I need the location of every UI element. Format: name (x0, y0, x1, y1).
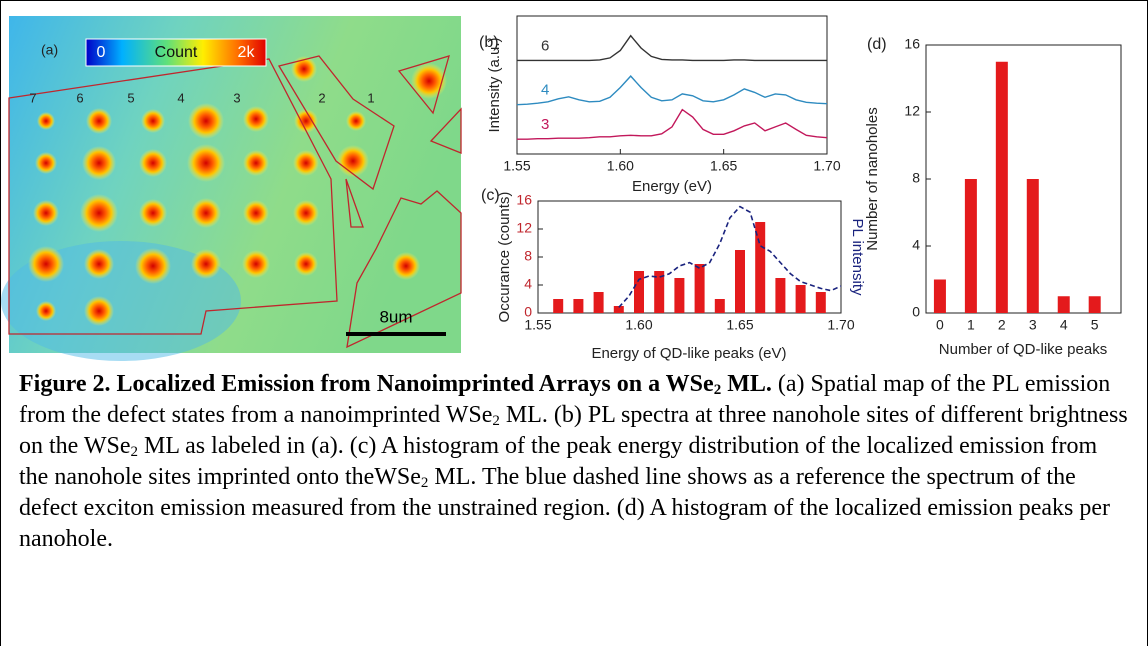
bar (573, 299, 583, 313)
x-tick-label: 1.65 (726, 317, 753, 333)
x-tick-label: 4 (1060, 317, 1068, 333)
colorbar-title: Count (155, 44, 198, 61)
bar (1027, 179, 1039, 313)
site-label: 1 (367, 90, 374, 105)
bar (1058, 296, 1070, 313)
y-tick-label: 12 (904, 103, 920, 119)
bar (1089, 296, 1101, 313)
site-label: 5 (127, 90, 134, 105)
x-tick-label: 1 (967, 317, 975, 333)
bar (594, 292, 604, 313)
y-tick-label: 8 (912, 170, 920, 186)
scale-bar-label: 8um (379, 307, 412, 326)
bar (965, 179, 977, 313)
caption: Figure 2. Localized Emission from Nanoim… (19, 369, 1131, 555)
caption-text: 2 (492, 413, 500, 429)
site-label: 4 (177, 90, 184, 105)
site-label: 3 (233, 90, 240, 105)
y-tick-label: 0 (524, 304, 532, 320)
y-tick-label: 16 (904, 36, 920, 52)
x-axis-label: Number of QD-like peaks (939, 341, 1107, 358)
plot-frame (517, 16, 827, 154)
y-tick-label: 8 (524, 248, 532, 264)
y-tick-label: 4 (524, 276, 532, 292)
y-axis-label: Occurance (counts) (496, 192, 513, 323)
figure-page: (a)0Count2k76543218um(b)Energy (eV)Inten… (0, 0, 1148, 646)
bar (674, 278, 684, 313)
colorbar-min: 0 (97, 44, 106, 61)
y-axis-label: Intensity (a.u.) (486, 37, 503, 132)
y-axis-label: Number of nanoholes (864, 107, 881, 250)
y-tick-label: 16 (516, 192, 532, 208)
y-tick-label: 12 (516, 220, 532, 236)
x-tick-label: 1.70 (813, 158, 840, 174)
x-axis-label: Energy (eV) (632, 178, 712, 195)
caption-text: Figure 2. Localized Emission from Nanoim… (19, 371, 714, 397)
plot-frame (926, 45, 1121, 313)
site-label: 7 (29, 90, 36, 105)
bar (796, 285, 806, 313)
y-tick-label: 0 (912, 304, 920, 320)
series-label: 4 (541, 82, 549, 99)
x-tick-label: 5 (1091, 317, 1099, 333)
bar (715, 299, 725, 313)
y-tick-label: 4 (912, 237, 920, 253)
bar (775, 278, 785, 313)
x-tick-label: 0 (936, 317, 944, 333)
series-label: 6 (541, 37, 549, 54)
x-tick-label: 1.60 (607, 158, 634, 174)
x-tick-label: 1.60 (625, 317, 652, 333)
x-tick-label: 1.70 (827, 317, 854, 333)
panel-label: (d) (867, 36, 887, 53)
caption-text: 2 (131, 444, 139, 460)
x-tick-label: 3 (1029, 317, 1037, 333)
bar (553, 299, 563, 313)
x-axis-label: Energy of QD-like peaks (eV) (591, 345, 786, 362)
x-tick-label: 1.65 (710, 158, 737, 174)
bar (695, 264, 705, 313)
spectrum-line (517, 110, 827, 140)
colorbar-max: 2k (238, 44, 256, 61)
panel-label: (a) (41, 42, 58, 58)
site-label: 2 (318, 90, 325, 105)
bar (996, 62, 1008, 313)
reference-line (619, 207, 841, 308)
bar (816, 292, 826, 313)
site-label: 6 (76, 90, 83, 105)
x-tick-label: 2 (998, 317, 1006, 333)
bar (934, 280, 946, 314)
spectrum-line (517, 36, 827, 61)
series-label: 3 (541, 116, 549, 133)
bar (735, 250, 745, 313)
plot-frame (538, 201, 841, 313)
spectrum-line (517, 76, 827, 105)
caption-text: ML. (721, 371, 772, 397)
bar (634, 271, 644, 313)
x-tick-label: 1.55 (503, 158, 530, 174)
